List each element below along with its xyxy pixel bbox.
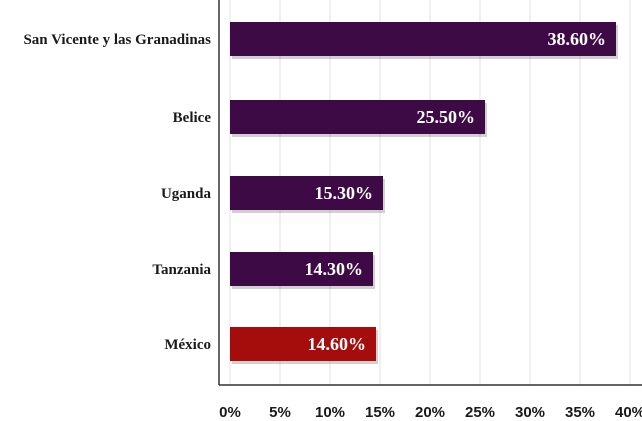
gridlines bbox=[229, 0, 631, 385]
data-label: 14.30% bbox=[305, 259, 364, 279]
axes: San Vicente y las Granadinas Belice Uganda… bbox=[23, 0, 642, 421]
category-label: Belice bbox=[173, 110, 212, 126]
bars: 38.60% 25.50% 15.30% 14.30% 14.60% bbox=[230, 22, 618, 364]
data-label: 14.60% bbox=[308, 334, 367, 354]
x-tick-label: 10% bbox=[315, 404, 345, 421]
x-tick-label: 0% bbox=[219, 404, 241, 421]
x-tick-label: 25% bbox=[465, 404, 495, 421]
category-label: Uganda bbox=[161, 186, 212, 202]
bar bbox=[230, 176, 383, 210]
category-label: México bbox=[164, 337, 211, 353]
x-tick-label: 5% bbox=[269, 404, 291, 421]
data-label: 15.30% bbox=[315, 183, 374, 203]
bar bbox=[230, 22, 616, 56]
category-label: Tanzania bbox=[152, 262, 211, 278]
bar bbox=[230, 327, 376, 361]
bar bbox=[230, 100, 485, 134]
data-label: 38.60% bbox=[548, 29, 607, 49]
x-tick-label: 35% bbox=[565, 404, 595, 421]
x-tick-label: 30% bbox=[515, 404, 545, 421]
x-tick-label: 40% bbox=[615, 404, 642, 421]
x-tick-label: 15% bbox=[365, 404, 395, 421]
x-tick-label: 20% bbox=[415, 404, 445, 421]
bar bbox=[230, 252, 373, 286]
data-label: 25.50% bbox=[417, 107, 476, 127]
category-label: San Vicente y las Granadinas bbox=[23, 32, 211, 48]
